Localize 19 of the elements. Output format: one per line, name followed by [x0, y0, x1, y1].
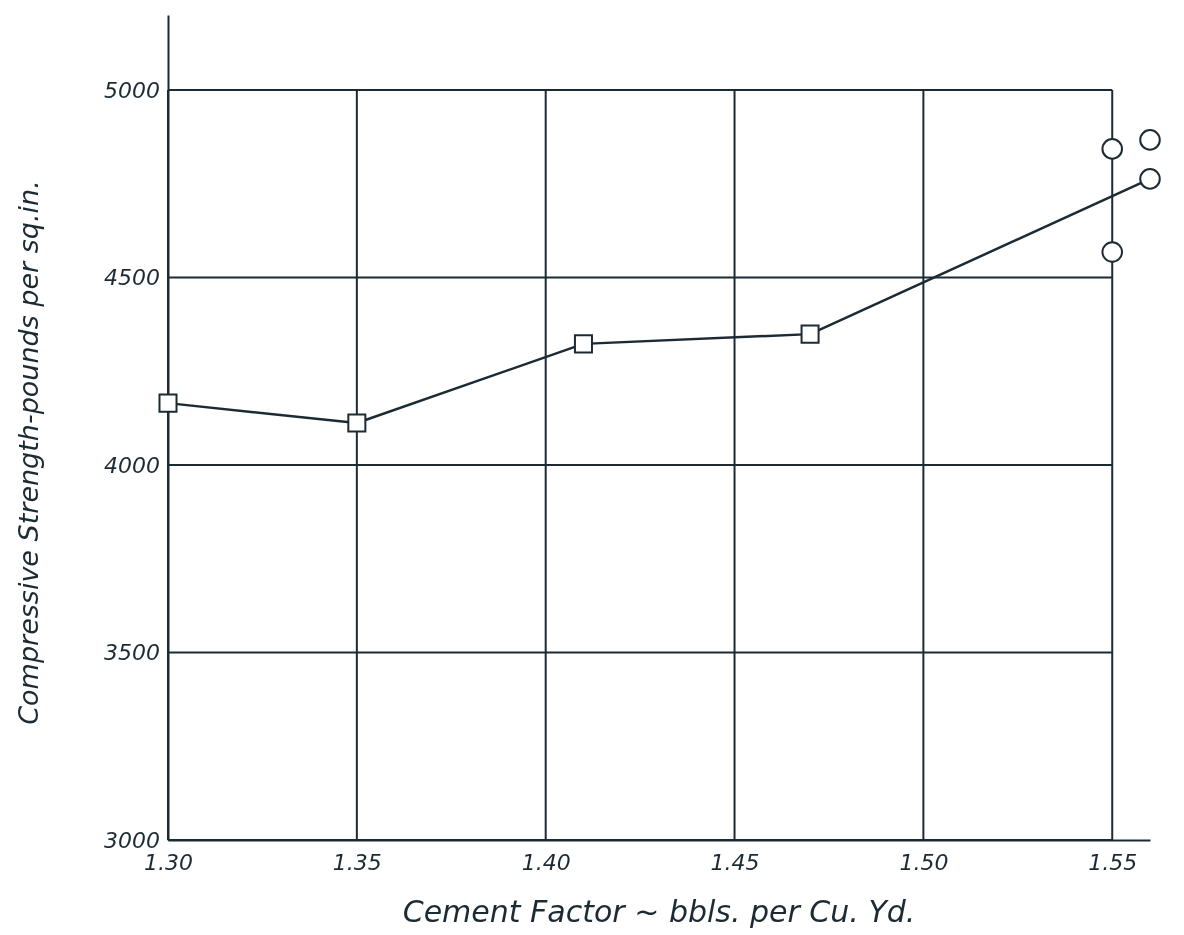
y-tick-label: 3500 — [104, 640, 160, 666]
y-tick-label: 5000 — [104, 77, 160, 103]
y-tick-label: 4000 — [104, 452, 160, 478]
x-tick-label: 1.45 — [710, 849, 760, 875]
point — [1101, 241, 1123, 263]
point — [1101, 138, 1123, 160]
x-tick-label: 1.35 — [332, 849, 382, 875]
y-axis-title: Compressive Strength-pounds per sq.in. — [13, 180, 44, 725]
point — [158, 393, 178, 413]
point — [1139, 168, 1161, 190]
x-tick-label: 1.40 — [521, 849, 571, 875]
point — [347, 413, 367, 433]
x-tick-label: 1.50 — [899, 849, 949, 875]
x-axis-title: Cement Factor ~ bbls. per Cu. Yd. — [402, 894, 916, 929]
point — [1139, 129, 1161, 151]
point — [800, 324, 820, 344]
point — [573, 334, 593, 354]
x-tick-label: 1.55 — [1088, 849, 1138, 875]
y-tick-label: 4500 — [104, 265, 160, 291]
